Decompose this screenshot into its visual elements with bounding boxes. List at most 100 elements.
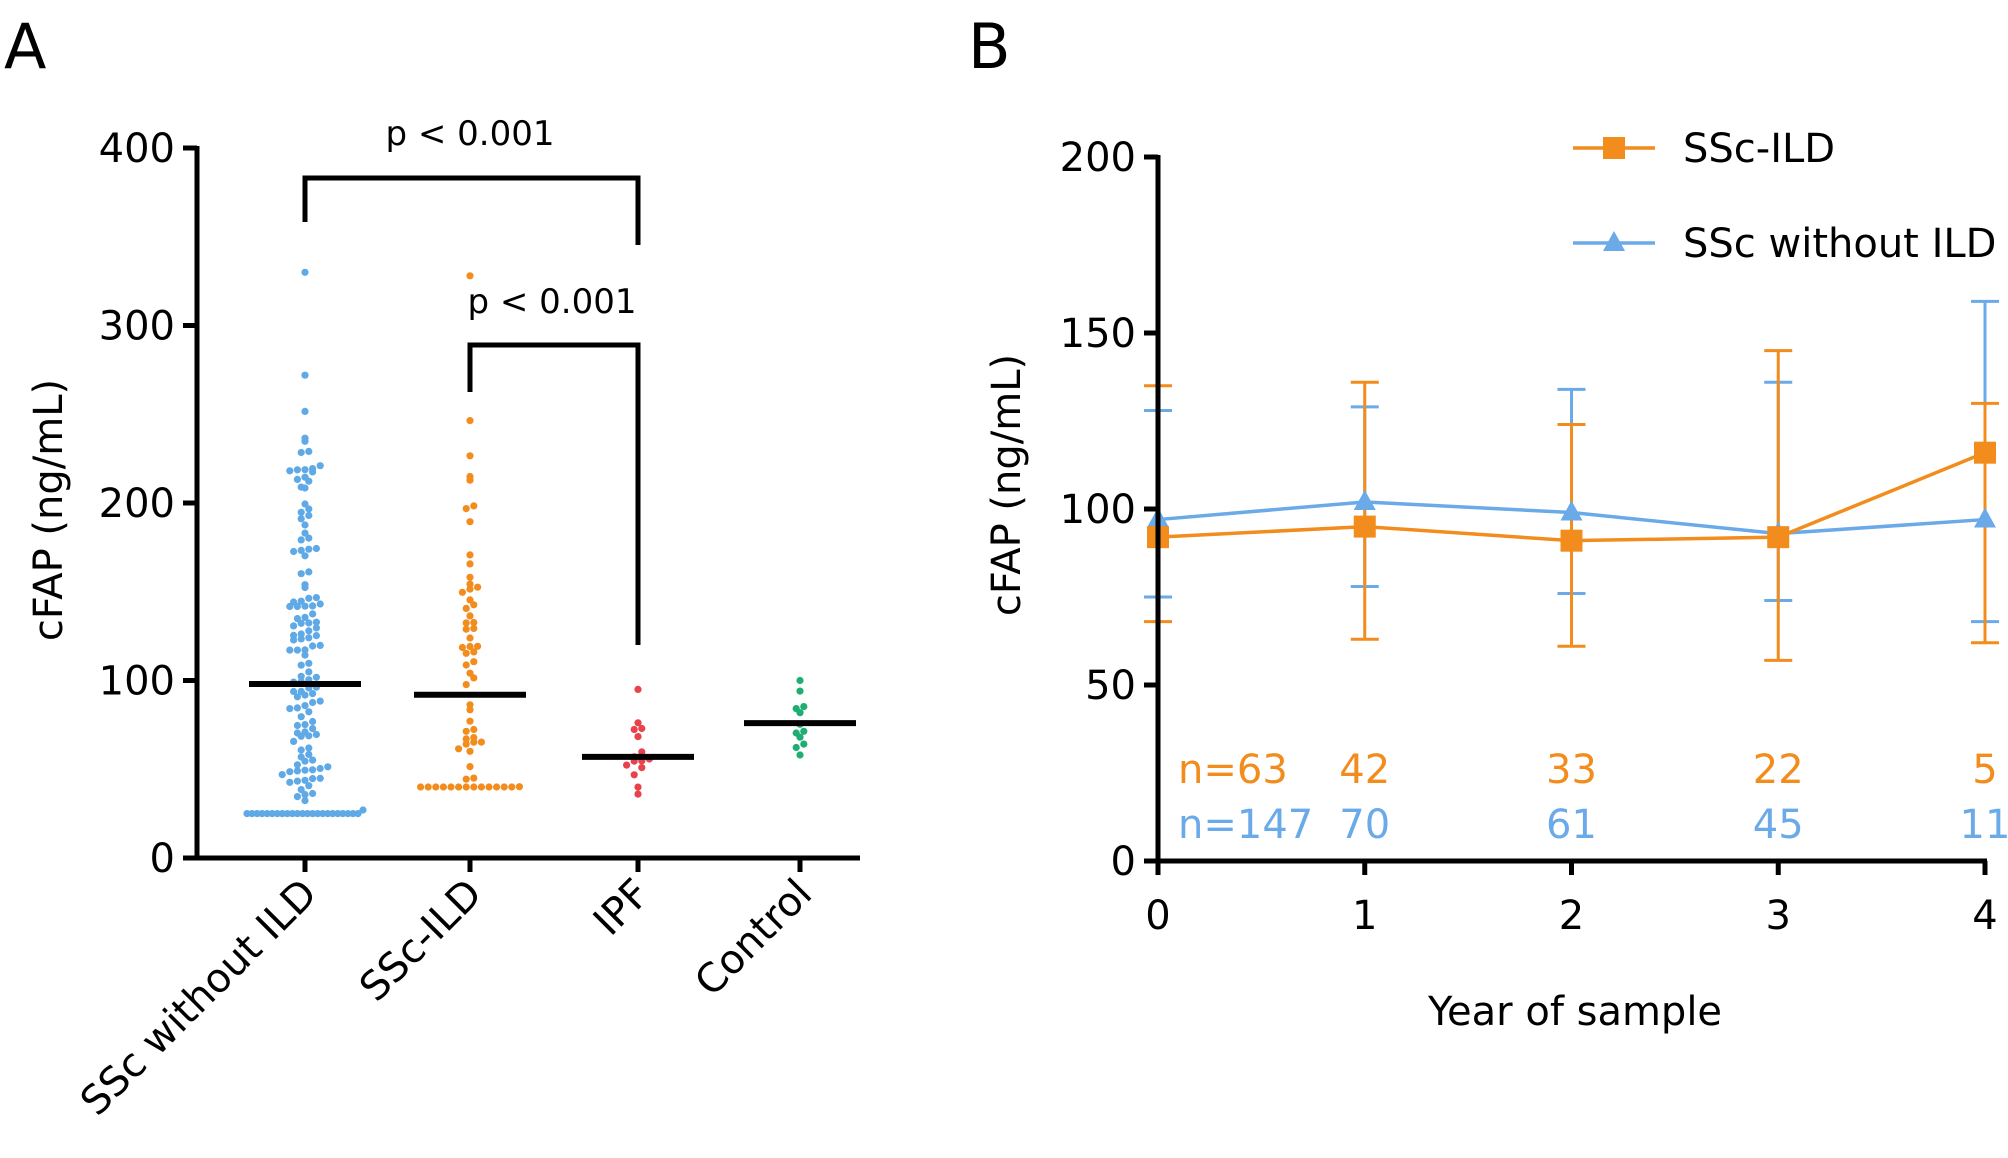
data-point-ssc-without-ild	[297, 536, 305, 544]
x-tick-label: 0	[1145, 893, 1170, 939]
data-point-ssc-without-ild	[312, 624, 320, 632]
data-point-ssc-without-ild	[344, 810, 352, 818]
data-point-ssc-ild	[466, 642, 474, 651]
data-point-ssc-without-ild	[301, 646, 309, 654]
data-point-ssc-without-ild	[324, 810, 332, 818]
y-tick-label: 50	[1085, 663, 1136, 709]
data-point-ssc-without-ild	[290, 622, 298, 630]
data-point-ssc-without-ild	[309, 766, 317, 774]
data-point-ssc-ild	[466, 551, 474, 559]
panel-a-medians	[249, 681, 856, 760]
data-point-ssc-without-ild	[349, 810, 357, 818]
data-point-ssc-ild	[515, 783, 524, 791]
data-point-ssc-without-ild	[290, 687, 298, 696]
data-point-ssc-without-ild	[309, 810, 317, 818]
data-point-ssc-without-ild	[316, 774, 324, 782]
data-point-ssc-without-ild	[305, 511, 313, 520]
data-point-ssc-without-ild	[316, 600, 324, 608]
data-point-ssc-without-ild	[301, 766, 309, 774]
data-point-ssc-without-ild	[305, 545, 313, 553]
data-point-ssc-without-ild	[312, 594, 320, 602]
data-point-ssc-ild	[462, 681, 470, 689]
data-point-ssc-ild	[470, 725, 478, 734]
data-point-ipf	[638, 724, 646, 733]
data-point-ssc-without-ild	[309, 789, 317, 798]
data-point-ssc-without-ild	[297, 746, 305, 754]
data-point-ssc-ild	[470, 618, 478, 627]
data-point-ssc-without-ild	[253, 810, 261, 818]
legend-marker-ssc-without-ild	[1603, 231, 1625, 251]
data-point-ipf	[634, 685, 642, 694]
data-point-ssc-without-ild	[319, 810, 327, 818]
data-point-ssc-without-ild	[305, 594, 313, 602]
panel-b-axes: 0 50 100 150 200 0 1 2 3 4	[1060, 135, 1998, 939]
data-point-ssc-without-ild	[293, 704, 301, 712]
sample-count-ssc-ild: 22	[1753, 747, 1804, 793]
data-point-ssc-ild	[462, 649, 470, 657]
data-point-ssc-without-ild	[309, 775, 317, 783]
data-point-ssc-without-ild	[286, 705, 294, 713]
p-value-label-2: p < 0.001	[467, 282, 636, 322]
data-point-ssc-without-ild	[286, 768, 294, 776]
data-point-ssc-without-ild	[301, 521, 309, 529]
data-point-ssc-without-ild	[301, 602, 309, 610]
data-point-ssc-without-ild	[301, 797, 309, 805]
data-point-ssc-without-ild	[301, 583, 309, 592]
data-point-ssc-ild	[462, 604, 470, 613]
marker-square-ssc-ild	[1767, 526, 1790, 549]
data-point-control	[796, 709, 804, 717]
data-point-ssc-ild	[474, 583, 482, 591]
data-point-ssc-ild	[462, 775, 470, 783]
data-point-ssc-without-ild	[359, 806, 367, 814]
data-point-ssc-without-ild	[293, 646, 301, 654]
data-point-ipf	[638, 764, 646, 772]
data-point-ssc-without-ild	[314, 810, 322, 818]
data-point-ssc-without-ild	[286, 778, 294, 786]
sample-count-ssc-without-ild: 45	[1753, 802, 1804, 848]
data-point-ssc-without-ild	[305, 619, 313, 627]
data-point-ssc-without-ild	[293, 761, 301, 769]
data-point-ssc-ild	[466, 560, 474, 568]
data-point-ssc-ild	[466, 634, 474, 642]
data-point-control	[796, 676, 804, 685]
data-point-ssc-ild	[466, 747, 474, 755]
data-point-ssc-without-ild	[297, 732, 305, 740]
data-point-ssc-without-ild	[309, 690, 317, 698]
panel-a-significance-brackets: p < 0.001 p < 0.001	[302, 114, 641, 645]
data-point-ssc-without-ild	[305, 668, 313, 676]
sample-count-ssc-without-ild: 70	[1339, 802, 1390, 848]
data-point-ssc-ild	[508, 783, 516, 791]
data-point-ipf	[634, 733, 642, 741]
panel-a: A p < 0.001 p < 0.001 0 100 200 300 400 SSc wi…	[4, 10, 860, 1125]
panel-a-letter: A	[4, 10, 46, 83]
data-point-ssc-without-ild	[301, 721, 309, 729]
data-point-ssc-ild	[458, 643, 466, 652]
data-point-ssc-without-ild	[305, 782, 313, 790]
data-point-ssc-without-ild	[301, 791, 309, 799]
data-point-ssc-without-ild	[297, 448, 305, 457]
marker-square-ssc-ild	[1974, 441, 1996, 464]
data-point-ssc-without-ild	[297, 508, 305, 516]
data-point-ssc-without-ild	[243, 810, 251, 818]
data-point-ssc-without-ild	[354, 810, 362, 818]
y-tick-label: 150	[1060, 311, 1136, 357]
data-point-ssc-without-ild	[273, 810, 281, 818]
data-point-ssc-ild	[470, 674, 478, 682]
data-point-ssc-without-ild	[286, 602, 294, 611]
data-point-ssc-ild	[466, 476, 474, 484]
data-point-ssc-without-ild	[309, 642, 317, 650]
data-point-ssc-without-ild	[309, 725, 317, 733]
data-point-ssc-without-ild	[316, 764, 324, 773]
data-point-ssc-without-ild	[312, 730, 320, 739]
data-point-ssc-without-ild	[316, 641, 324, 650]
data-point-ssc-ild	[458, 588, 466, 596]
data-point-ssc-ild	[466, 417, 474, 425]
data-point-ssc-without-ild	[297, 786, 305, 794]
data-point-ssc-without-ild	[303, 810, 312, 818]
data-point-ipf	[634, 790, 642, 798]
x-tick-label: 2	[1559, 893, 1584, 939]
x-tick-label-control: Control	[686, 871, 821, 1006]
data-point-ssc-ild	[432, 783, 440, 791]
data-point-ssc-without-ild	[293, 466, 301, 474]
